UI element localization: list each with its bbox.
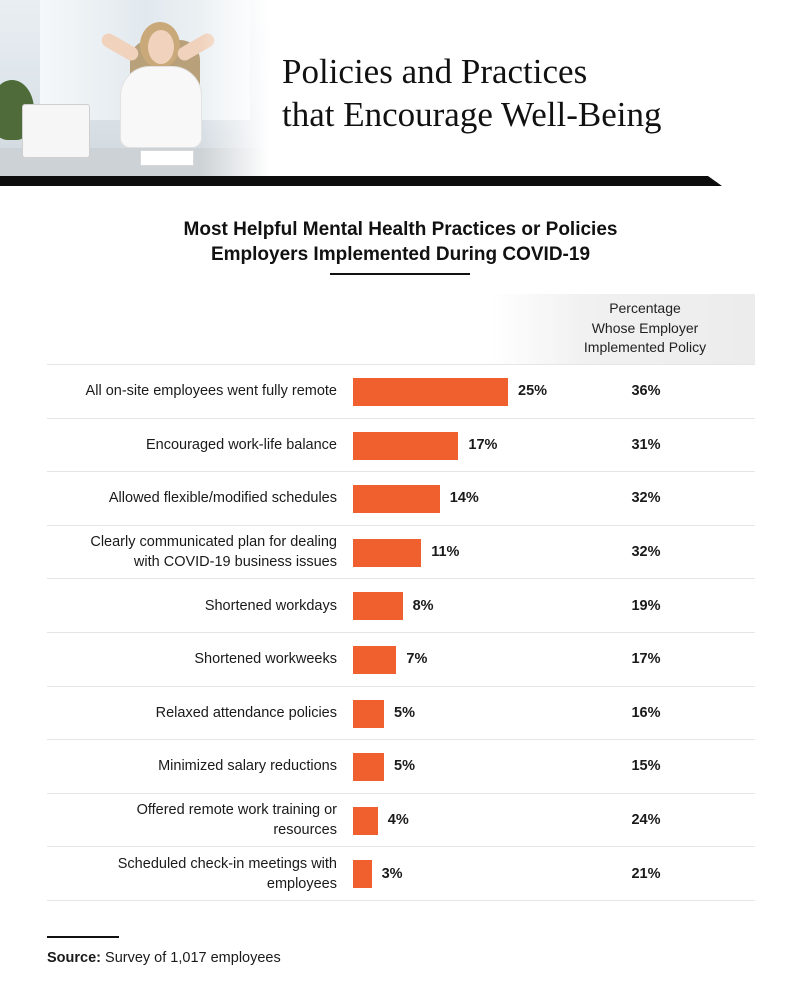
source-note: Source: Survey of 1,017 employees	[47, 950, 281, 966]
category-label: Allowed flexible/modified schedules	[37, 472, 337, 525]
page-title-line2: that Encourage Well-Being	[282, 95, 662, 134]
category-label: Minimized salary reductions	[37, 740, 337, 793]
chart-rows: All on-site employees went fully remote 2…	[47, 364, 755, 900]
category-label-line: Shortened workweeks	[194, 651, 337, 668]
implemented-value: 17%	[631, 651, 661, 668]
category-label: All on-site employees went fully remote	[37, 365, 337, 418]
bar	[353, 860, 372, 889]
bar-value-label: 8%	[412, 597, 434, 614]
bar-value-label: 3%	[381, 865, 403, 882]
column-header: Percentage Whose Employer Implemented Po…	[555, 299, 735, 358]
implemented-value: 15%	[631, 758, 661, 775]
category-label: Offered remote work training or resources	[37, 794, 337, 847]
rows-bottom-rule	[47, 900, 755, 901]
category-label: Clearly communicated plan for dealing wit…	[37, 526, 337, 579]
bar-value-label: 5%	[394, 704, 415, 721]
bar	[353, 806, 378, 835]
bar-value-label: 7%	[406, 651, 428, 668]
category-label-line: All on-site employees went fully remote	[85, 383, 337, 400]
category-label-line: Shortened workdays	[204, 597, 337, 614]
header: Policies and Practices that Encourage We…	[0, 0, 801, 190]
category-label-line: Encouraged work-life balance	[145, 436, 337, 453]
bar	[353, 699, 384, 728]
category-label-line: Minimized salary reductions	[158, 758, 337, 775]
bar	[353, 592, 403, 621]
header-divider-band	[0, 176, 722, 186]
chart-title: Most Helpful Mental Health Practices or …	[0, 217, 801, 267]
category-label-line: Scheduled check-in meetings with	[117, 855, 337, 872]
bar-value-label: 14%	[449, 490, 479, 507]
header-photo	[0, 0, 270, 176]
category-label: Shortened workdays	[37, 579, 337, 632]
column-header-line3: Implemented Policy	[583, 339, 707, 355]
bar-value-label: 5%	[394, 758, 415, 775]
source-rule	[47, 936, 119, 938]
bar-value-label: 17%	[468, 436, 498, 453]
chart-row: Clearly communicated plan for dealing wit…	[47, 524, 755, 579]
implemented-value: 21%	[631, 865, 661, 882]
chart-row: Offered remote work training or resources…	[47, 792, 755, 847]
category-label-line: Clearly communicated plan for dealing	[90, 534, 337, 551]
column-header-background	[490, 294, 755, 364]
bar	[353, 431, 459, 460]
implemented-value: 24%	[631, 812, 661, 829]
chart-row: Encouraged work-life balance 17% 31%	[47, 417, 755, 472]
category-label: Relaxed attendance policies	[37, 687, 337, 740]
category-label-line: Relaxed attendance policies	[155, 704, 337, 721]
chart-row: Minimized salary reductions 5% 15%	[47, 739, 755, 793]
chart-title-line1: Most Helpful Mental Health Practices or …	[183, 219, 618, 240]
category-label-line: with COVID-19 business issues	[133, 554, 337, 571]
implemented-value: 32%	[631, 490, 661, 507]
category-label: Scheduled check-in meetings with employee…	[37, 847, 337, 900]
implemented-value: 19%	[631, 597, 661, 614]
column-header-line2: Whose Employer	[591, 319, 699, 336]
page-title: Policies and Practices that Encourage We…	[282, 50, 661, 136]
source-text: Survey of 1,017 employees	[101, 950, 281, 966]
category-label: Shortened workweeks	[37, 633, 337, 686]
bar-value-label: 11%	[431, 544, 460, 561]
page-title-line1: Policies and Practices	[282, 52, 588, 91]
bar-value-label: 25%	[518, 383, 548, 400]
source-label: Source:	[47, 950, 101, 966]
chart-row: Allowed flexible/modified schedules 14% 32…	[47, 471, 755, 525]
chart-row: Relaxed attendance policies 5% 16%	[47, 685, 755, 740]
category-label: Encouraged work-life balance	[37, 419, 337, 472]
bar	[353, 645, 397, 674]
chart-title-line2: Employers Implemented During COVID-19	[210, 244, 591, 265]
chart-row: All on-site employees went fully remote 2…	[47, 364, 755, 418]
category-label-line: employees	[266, 875, 337, 892]
chart-row: Shortened workdays 8% 19%	[47, 578, 755, 632]
implemented-value: 31%	[631, 436, 661, 453]
category-label-line: Allowed flexible/modified schedules	[108, 490, 337, 507]
implemented-value: 32%	[631, 544, 661, 561]
column-header-line1: Percentage	[609, 300, 681, 316]
bar	[353, 753, 384, 782]
implemented-value: 36%	[631, 383, 661, 400]
chart-row: Shortened workweeks 7% 17%	[47, 631, 755, 686]
chart-title-underline	[330, 273, 470, 275]
bar	[353, 538, 422, 567]
bar	[353, 378, 508, 406]
implemented-value: 16%	[631, 704, 661, 721]
chart-row: Scheduled check-in meetings with employee…	[47, 846, 755, 900]
category-label-line: Offered remote work training or	[136, 802, 337, 819]
bar-value-label: 4%	[387, 812, 409, 829]
category-label-line: resources	[273, 822, 337, 839]
bar	[353, 485, 440, 514]
